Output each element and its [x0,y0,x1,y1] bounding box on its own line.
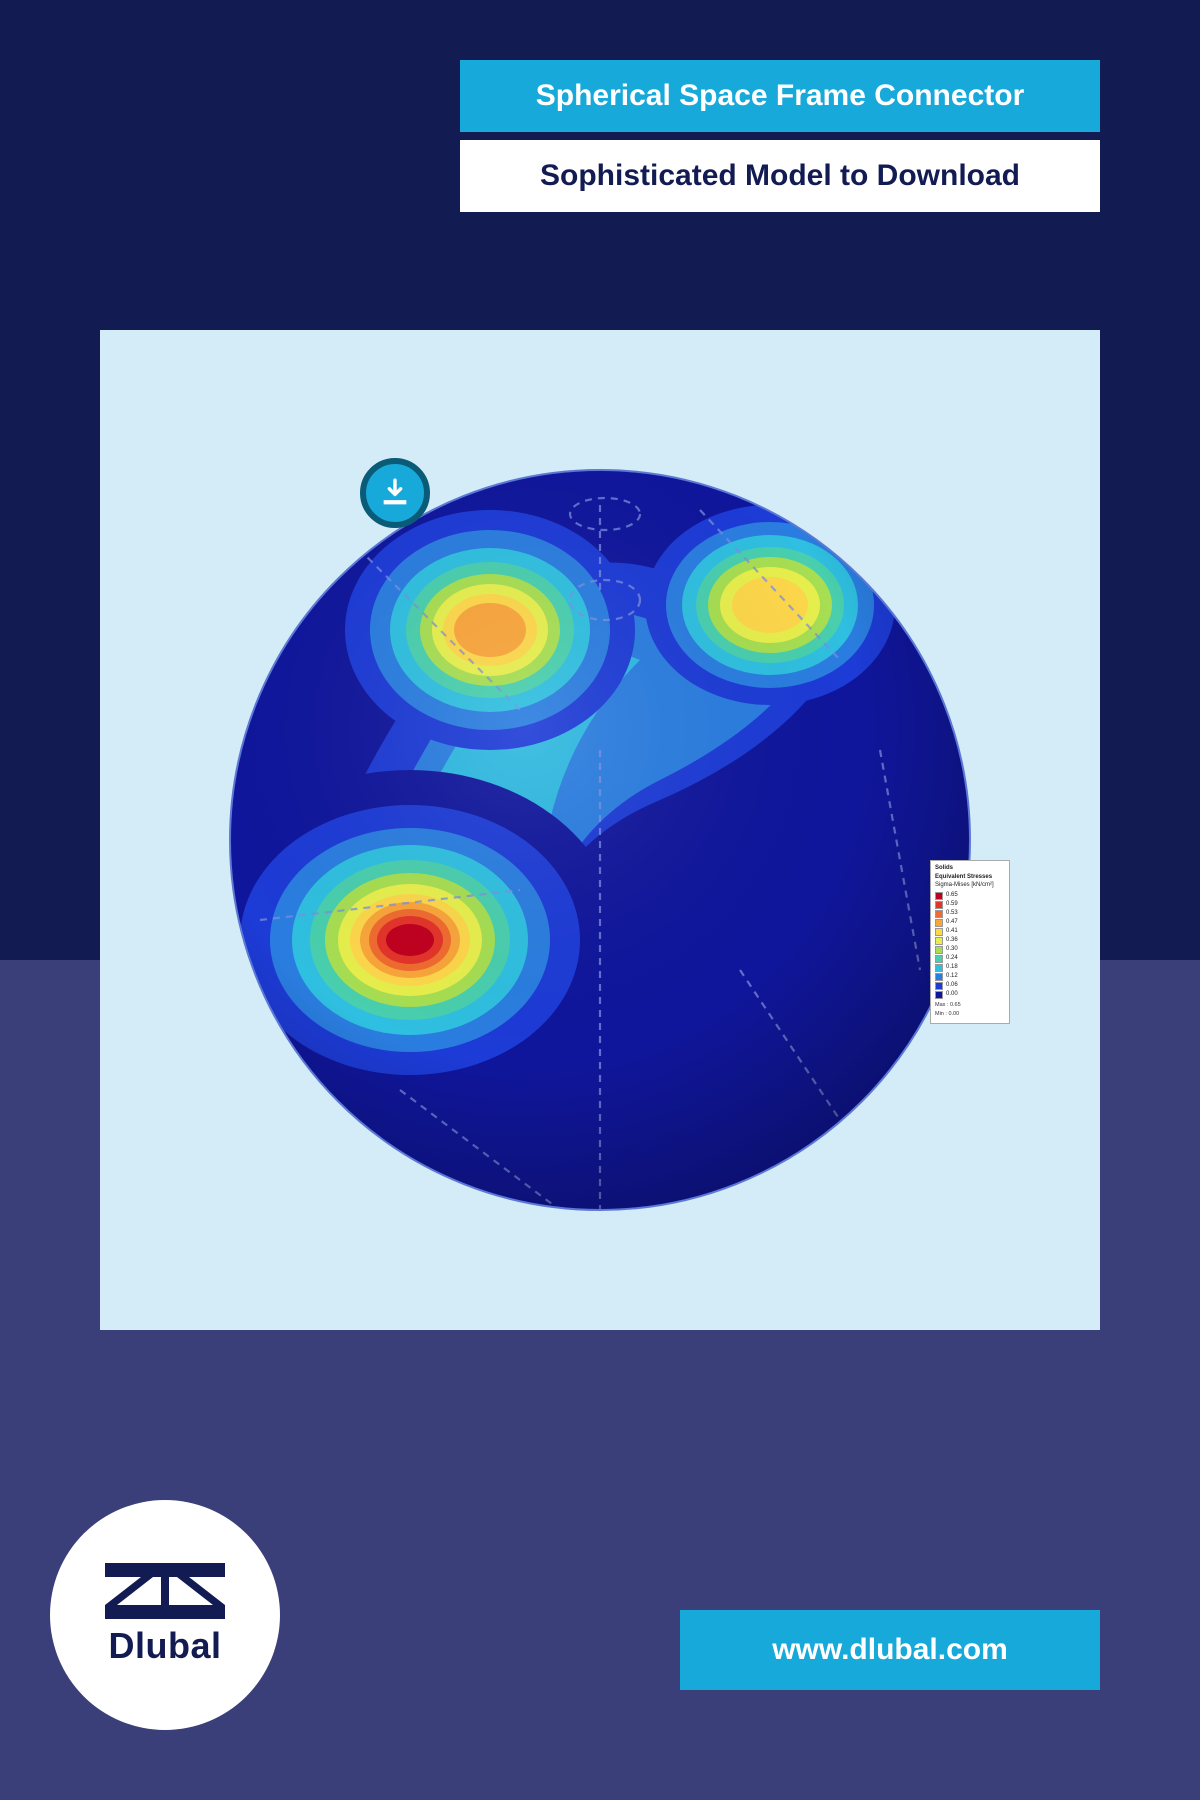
brand-logo-text: Dlubal [108,1625,221,1667]
legend-value: 0.53 [946,910,958,917]
legend-band: 0.30 [935,946,1005,954]
legend-band: 0.47 [935,919,1005,927]
legend-band: 0.65 [935,892,1005,900]
legend-value: 0.41 [946,928,958,935]
download-badge[interactable] [360,458,430,528]
legend-swatch [935,964,943,972]
legend-swatch [935,901,943,909]
legend-value: 0.36 [946,937,958,944]
legend-swatch [935,982,943,990]
legend-swatch [935,973,943,981]
legend-swatch [935,892,943,900]
legend-swatch [935,928,943,936]
legend-max: Max : 0.65 [935,1002,1005,1008]
legend-unit: Sigma-Mises [kN/cm²] [935,882,1005,889]
legend-band: 0.06 [935,982,1005,990]
fea-contour-plot [100,330,1100,1330]
legend-bands: 0.65 0.59 0.53 0.47 0.41 0.36 0.30 0.24 0.18 0.12… [935,892,1005,999]
legend-min: Min : 0.00 [935,1011,1005,1017]
brand-logo: Dlubal [50,1500,280,1730]
legend-subtitle: Equivalent Stresses [935,874,1005,881]
legend-value: 0.00 [946,991,958,998]
legend-band: 0.59 [935,901,1005,909]
sphere-shading [230,470,970,1210]
legend-swatch [935,910,943,918]
brand-logo-mark [105,1563,225,1619]
legend-value: 0.06 [946,982,958,989]
legend-band: 0.53 [935,910,1005,918]
legend-value: 0.59 [946,901,958,908]
legend-title: Solids [935,865,1005,872]
legend-swatch [935,919,943,927]
legend-band: 0.12 [935,973,1005,981]
legend-swatch [935,937,943,945]
legend-value: 0.12 [946,973,958,980]
download-icon [378,476,412,510]
legend-band: 0.41 [935,928,1005,936]
legend-value: 0.47 [946,919,958,926]
legend-swatch [935,955,943,963]
legend-band: 0.18 [935,964,1005,972]
legend-band: 0.36 [935,937,1005,945]
legend-value: 0.18 [946,964,958,971]
legend-band: 0.24 [935,955,1005,963]
legend-value: 0.65 [946,892,958,899]
legend-swatch [935,946,943,954]
color-legend: Solids Equivalent Stresses Sigma-Mises [… [930,860,1010,1024]
legend-value: 0.30 [946,946,958,953]
figure-panel: Solids Equivalent Stresses Sigma-Mises [… [100,330,1100,1330]
legend-value: 0.24 [946,955,958,962]
legend-band: 0.00 [935,991,1005,999]
header-title: Spherical Space Frame Connector [460,60,1100,132]
header-subtitle: Sophisticated Model to Download [460,140,1100,212]
legend-swatch [935,991,943,999]
brand-url[interactable]: www.dlubal.com [680,1610,1100,1690]
